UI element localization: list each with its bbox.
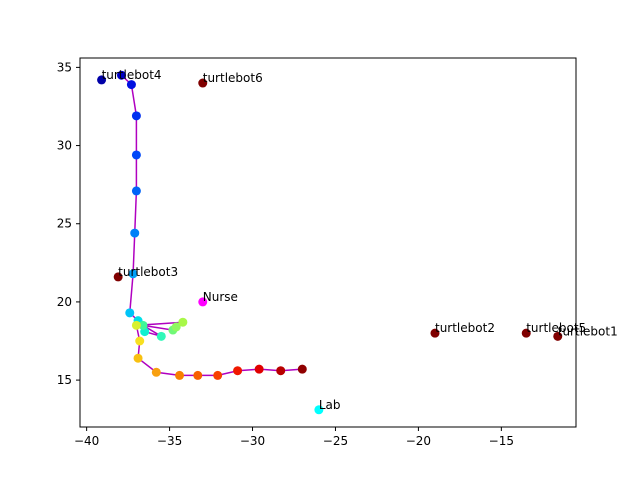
point-label: turtlebot5 (526, 321, 586, 335)
path-point (131, 150, 141, 160)
x-tick-label: −30 (240, 434, 265, 448)
x-tick-label: −40 (74, 434, 99, 448)
point-label: turtlebot6 (203, 71, 263, 85)
y-tick-label: 30 (57, 139, 72, 153)
path-point (151, 367, 161, 377)
path-point (233, 366, 243, 376)
labeled-point (314, 405, 324, 415)
path-point (297, 364, 307, 374)
point-label: turtlebot4 (102, 68, 162, 82)
path-point (125, 308, 135, 318)
labeled-point (198, 78, 208, 88)
path-point (171, 322, 181, 332)
path-point (213, 370, 223, 380)
point-label: Nurse (203, 290, 238, 304)
y-axis: 15 20 25 30 35 (57, 60, 80, 387)
labeled-point (198, 297, 208, 307)
labeled-point (430, 328, 440, 338)
labeled-point (521, 328, 531, 338)
x-tick-label: −25 (323, 434, 348, 448)
x-tick-label: −20 (406, 434, 431, 448)
path-point (131, 186, 141, 196)
path-point (128, 269, 138, 279)
path-point (126, 80, 136, 90)
axes-frame (79, 57, 577, 428)
path-points (116, 70, 307, 380)
point-label: Lab (319, 398, 341, 412)
path-point (116, 70, 126, 80)
path-point (130, 228, 140, 238)
y-tick-label: 15 (57, 373, 72, 387)
x-tick-label: −15 (489, 434, 514, 448)
path-point (131, 320, 141, 330)
point-label: turtlebot1 (558, 324, 618, 338)
labeled-point (553, 331, 563, 341)
path-point (175, 370, 185, 380)
path-point (138, 320, 148, 330)
path-point (131, 111, 141, 121)
x-axis: −40 −35 −30 −25 −20 −15 (74, 427, 514, 448)
labeled-point (97, 75, 107, 85)
labeled-point (113, 272, 123, 282)
path-point (178, 317, 188, 327)
path-point (276, 366, 286, 376)
path-point (135, 336, 145, 346)
path-point (254, 364, 264, 374)
labeled-points: turtlebot4 turtlebot6 turtlebot3 Nurse turtl… (97, 68, 618, 415)
y-tick-label: 25 (57, 217, 72, 231)
point-label: turtlebot3 (118, 265, 178, 279)
path-point (156, 331, 166, 341)
y-tick-label: 20 (57, 295, 72, 309)
y-tick-label: 35 (57, 60, 72, 74)
path-point (193, 370, 203, 380)
path-point (133, 353, 143, 363)
x-tick-label: −35 (157, 434, 182, 448)
point-label: turtlebot2 (435, 321, 495, 335)
